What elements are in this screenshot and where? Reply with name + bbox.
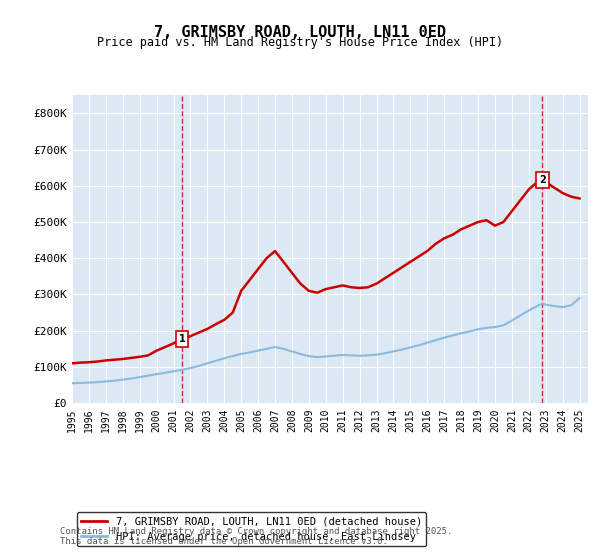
Text: Price paid vs. HM Land Registry's House Price Index (HPI): Price paid vs. HM Land Registry's House … — [97, 36, 503, 49]
Text: 1: 1 — [179, 334, 185, 344]
Legend: 7, GRIMSBY ROAD, LOUTH, LN11 0ED (detached house), HPI: Average price, detached : 7, GRIMSBY ROAD, LOUTH, LN11 0ED (detach… — [77, 512, 426, 546]
Text: 7, GRIMSBY ROAD, LOUTH, LN11 0ED: 7, GRIMSBY ROAD, LOUTH, LN11 0ED — [154, 25, 446, 40]
Text: Contains HM Land Registry data © Crown copyright and database right 2025.
This d: Contains HM Land Registry data © Crown c… — [60, 526, 452, 546]
Text: 2: 2 — [539, 175, 545, 185]
